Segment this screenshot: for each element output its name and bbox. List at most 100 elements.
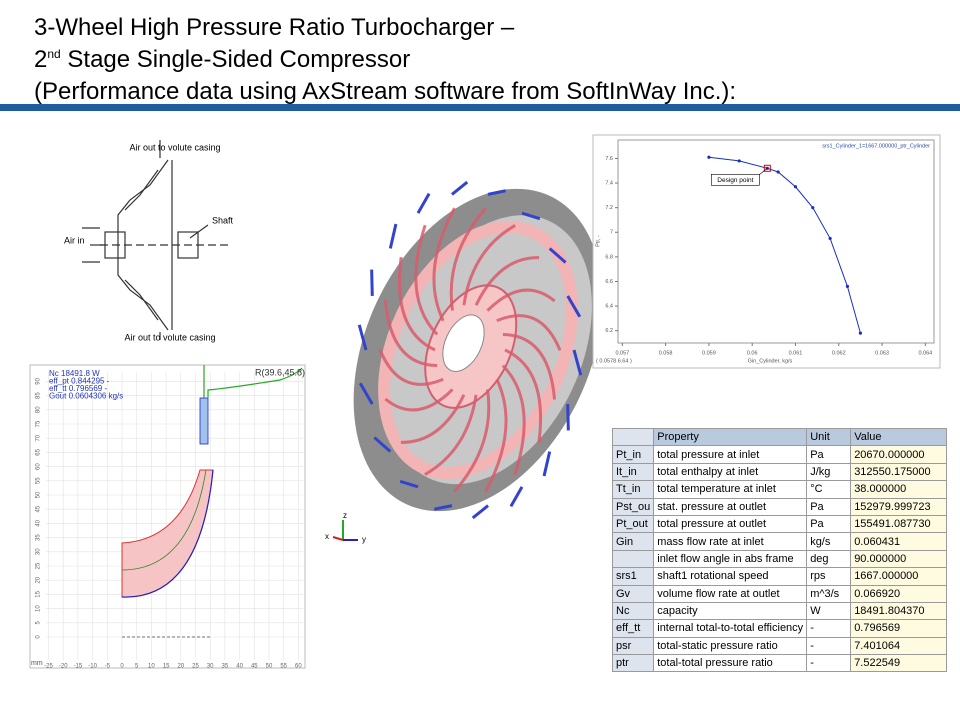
x-tick-label: 30 xyxy=(207,664,214,670)
diffuser-vane xyxy=(388,223,398,249)
x-tick-label: 60 xyxy=(295,664,302,670)
annotation: Design point xyxy=(717,177,753,184)
header-bar xyxy=(0,104,960,111)
table-cell: 90.000000 xyxy=(850,549,948,569)
table-cell: 18491.804370 xyxy=(850,601,948,621)
y-tick-label: 30 xyxy=(36,548,42,555)
y-tick-label: 6.8 xyxy=(605,254,613,260)
title-line: (Performance data using AxStream softwar… xyxy=(34,78,737,105)
title-line: 2nd Stage Single-Sided Compressor xyxy=(34,46,410,74)
x-tick-label: 25 xyxy=(192,664,199,670)
schematic-label: Air in xyxy=(64,235,85,245)
y-tick-label: 80 xyxy=(36,406,42,413)
y-tick-label: 55 xyxy=(36,477,42,484)
impeller-blade xyxy=(474,256,540,306)
diffuser-vane xyxy=(548,247,567,264)
x-tick-label: 0.058 xyxy=(659,350,673,356)
table-cell: - xyxy=(806,654,852,673)
table-cell: It_in xyxy=(611,462,655,482)
stat-label: Gout 0.0604306 kg/s xyxy=(49,392,123,401)
x-tick-label: 0.059 xyxy=(702,350,716,356)
header-cell xyxy=(611,427,655,447)
table-cell: internal total-to-total efficiency xyxy=(653,619,808,638)
schematic-label: Air out to volute casing xyxy=(129,142,220,152)
unit-label: mm xyxy=(31,660,43,667)
stat-label: eff_tt 0.796569 - xyxy=(49,384,107,393)
diffuser-vane xyxy=(357,324,368,351)
y-tick-label: 6.4 xyxy=(605,304,613,310)
table-row: psr total-static pressure ratio -7.401064 xyxy=(611,636,948,656)
table-cell: inlet flow angle in abs frame xyxy=(653,549,808,569)
impeller-blade xyxy=(496,314,562,351)
y-tick-label: 5 xyxy=(36,620,42,624)
diffuser-vane xyxy=(566,404,570,431)
title-sup: nd xyxy=(47,47,61,61)
data-point xyxy=(858,331,863,335)
x-tick-label: 50 xyxy=(266,664,273,670)
impeller-blade xyxy=(449,207,487,311)
impeller-blade xyxy=(384,388,454,412)
x-tick-label: 35 xyxy=(222,664,229,670)
impeller-blade xyxy=(462,224,516,306)
impeller-blade xyxy=(424,394,478,476)
diffuser-vane xyxy=(566,295,582,318)
x-tick-label: 10 xyxy=(148,664,155,670)
diffuser xyxy=(199,397,209,445)
x-tick-label: 45 xyxy=(251,664,258,670)
diffuser-vane xyxy=(450,180,469,196)
axis-triad xyxy=(332,520,358,541)
data-point xyxy=(776,170,780,174)
diffuser-vane xyxy=(509,486,524,508)
table-row: Pt_in total pressure at inlet Pa 20670.0000… xyxy=(611,445,948,464)
x-tick-label: 5 xyxy=(135,664,139,670)
point-label: R(39.6,45.8) xyxy=(255,367,305,377)
impeller-blade xyxy=(383,300,438,368)
table-row: Tt_in total temperature at inlet °C 38.0000… xyxy=(611,480,948,499)
header-cell: Unit xyxy=(806,427,852,447)
y-tick-label: 7 xyxy=(610,230,613,236)
table-row: Pst_ou stat. pressure at outlet Pa 152979.9… xyxy=(611,497,948,516)
diffuser-vane xyxy=(487,189,507,196)
y-tick-label: 45 xyxy=(36,505,42,512)
triad-label: y xyxy=(362,535,366,544)
table-row: ptr total-total pressure ratio -7.522549 xyxy=(611,654,948,673)
y-tick-label: 75 xyxy=(36,420,42,427)
table-cell: 0.060431 xyxy=(850,532,948,551)
impeller-blade xyxy=(484,378,508,493)
impeller-blade xyxy=(378,349,444,386)
table-cell: 312550.175000 xyxy=(850,462,948,482)
chart-panel xyxy=(592,134,941,369)
impeller-blade xyxy=(397,257,436,352)
table-cell: total-total pressure ratio xyxy=(653,654,808,673)
table-cell: J/kg xyxy=(806,462,852,482)
diffuser-vane xyxy=(399,479,419,489)
y-tick-label: 7.6 xyxy=(605,156,613,162)
table-cell xyxy=(611,549,655,569)
stat-label: eff_pt 0.844295 - xyxy=(49,377,110,386)
table-cell: eff_tt xyxy=(611,619,655,638)
y-tick-label: 20 xyxy=(36,576,42,583)
x-axis-label: Gin_Cylinder, kg/s xyxy=(748,358,793,364)
impeller-blade xyxy=(504,348,543,443)
schematic-label: Shaft xyxy=(212,215,234,225)
table-cell: 152979.999723 xyxy=(850,497,948,516)
y-tick-label: 0 xyxy=(36,635,42,639)
stat-label: Nc 18491.8 W xyxy=(49,369,100,378)
table-cell: °C xyxy=(806,480,852,499)
impeller-blade xyxy=(432,207,456,322)
data-point xyxy=(707,155,711,159)
meridional-panel xyxy=(29,364,306,669)
x-tick-label: 0.057 xyxy=(615,350,629,356)
header-cell: Property xyxy=(653,427,808,447)
hub-line xyxy=(121,469,214,598)
x-tick-label: 20 xyxy=(177,664,184,670)
table-cell: deg xyxy=(806,549,852,569)
impeller-blade xyxy=(486,288,556,312)
impeller-blade xyxy=(400,394,466,444)
table-cell: total pressure at inlet xyxy=(653,445,808,464)
table-cell: ptr xyxy=(611,654,655,673)
schematic xyxy=(82,140,230,340)
table-cell: stat. pressure at outlet xyxy=(653,497,808,516)
x-tick-label: 0.064 xyxy=(918,350,932,356)
table-cell: 1667.000000 xyxy=(850,567,948,586)
